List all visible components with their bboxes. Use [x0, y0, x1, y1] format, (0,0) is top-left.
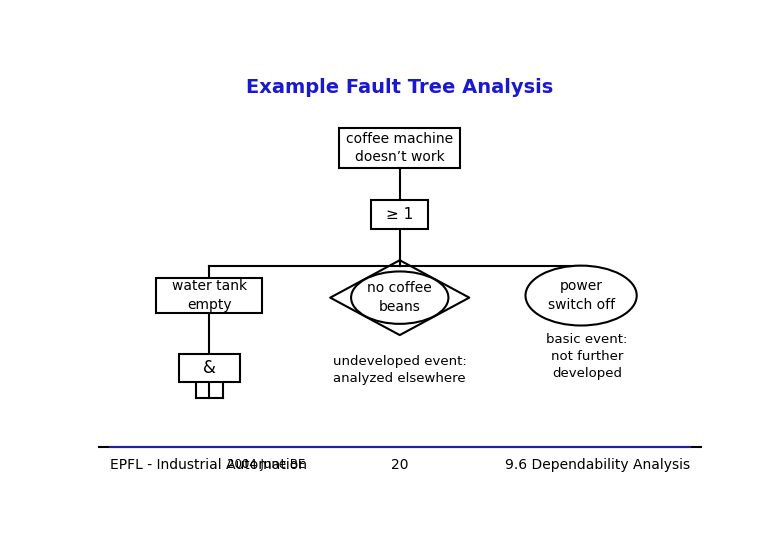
Text: 20: 20 — [391, 458, 409, 472]
Text: &: & — [203, 359, 216, 377]
Text: EPFL - Industrial Automation: EPFL - Industrial Automation — [109, 458, 307, 472]
Text: undeveloped event:
analyzed elsewhere: undeveloped event: analyzed elsewhere — [333, 355, 466, 385]
Text: 9.6 Dependability Analysis: 9.6 Dependability Analysis — [505, 458, 690, 472]
Text: water tank
empty: water tank empty — [172, 279, 247, 312]
Text: 2004 June BE: 2004 June BE — [228, 458, 306, 471]
Text: ≥ 1: ≥ 1 — [386, 207, 413, 222]
Text: Example Fault Tree Analysis: Example Fault Tree Analysis — [246, 78, 553, 97]
FancyBboxPatch shape — [371, 200, 428, 229]
FancyBboxPatch shape — [179, 354, 239, 382]
Text: no coffee
beans: no coffee beans — [367, 281, 432, 314]
Ellipse shape — [526, 266, 636, 326]
FancyBboxPatch shape — [157, 278, 262, 313]
Ellipse shape — [351, 272, 448, 324]
Text: basic event:
not further
developed: basic event: not further developed — [547, 333, 628, 380]
FancyBboxPatch shape — [339, 128, 460, 168]
Text: power
switch off: power switch off — [548, 279, 615, 312]
Text: coffee machine
doesn’t work: coffee machine doesn’t work — [346, 132, 453, 164]
